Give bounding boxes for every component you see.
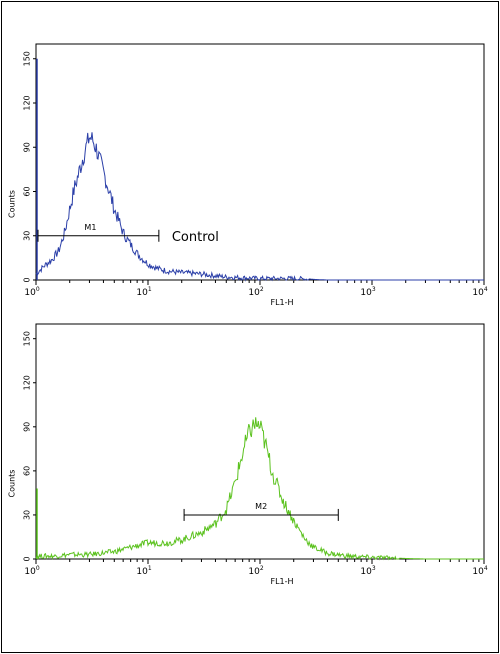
- bottom-x-tick-label: 104: [472, 565, 487, 577]
- bottom-y-tick-label: 60: [23, 466, 32, 476]
- bottom-y-tick-label: 150: [23, 331, 32, 346]
- top-x-tick-label: 104: [472, 286, 487, 298]
- top-histogram-trace: [35, 132, 484, 282]
- bottom-x-axis-title: FL1-H: [270, 577, 293, 586]
- top-y-tick-label: 90: [23, 142, 32, 152]
- top-y-tick-label: 30: [23, 231, 32, 241]
- top-marker-label: M1: [84, 223, 96, 232]
- top-y-tick-label: 60: [23, 186, 32, 196]
- bottom-y-tick-label: 30: [23, 510, 32, 520]
- bottom-y-axis-title: Counts: [8, 470, 17, 498]
- bottom-y-tick-label: 120: [23, 375, 32, 390]
- top-x-tick-label: 102: [248, 286, 263, 298]
- bottom-marker-label: M2: [255, 502, 267, 511]
- bottom-histogram-trace: [35, 417, 484, 561]
- top-y-tick-label: 0: [23, 277, 32, 282]
- top-plot-area: [35, 43, 485, 281]
- top-y-tick-label: 150: [23, 51, 32, 66]
- top-x-tick-label: 103: [360, 286, 375, 298]
- bottom-x-tick-label: 100: [24, 565, 39, 577]
- top-x-tick-label: 100: [24, 286, 39, 298]
- top-y-tick-label: 120: [23, 95, 32, 110]
- top-x-tick-label: 101: [136, 286, 151, 298]
- bottom-x-tick-label: 102: [248, 565, 263, 577]
- bottom-x-tick-label: 101: [136, 565, 151, 577]
- top-y-axis-title: Counts: [8, 190, 17, 218]
- top-x-axis-title: FL1-H: [270, 298, 293, 307]
- bottom-y-tick-label: 0: [23, 556, 32, 561]
- bottom-x-tick-label: 103: [360, 565, 375, 577]
- top-annotation: Control: [172, 230, 219, 245]
- bottom-y-tick-label: 90: [23, 422, 32, 432]
- bottom-plot-area: [35, 323, 485, 560]
